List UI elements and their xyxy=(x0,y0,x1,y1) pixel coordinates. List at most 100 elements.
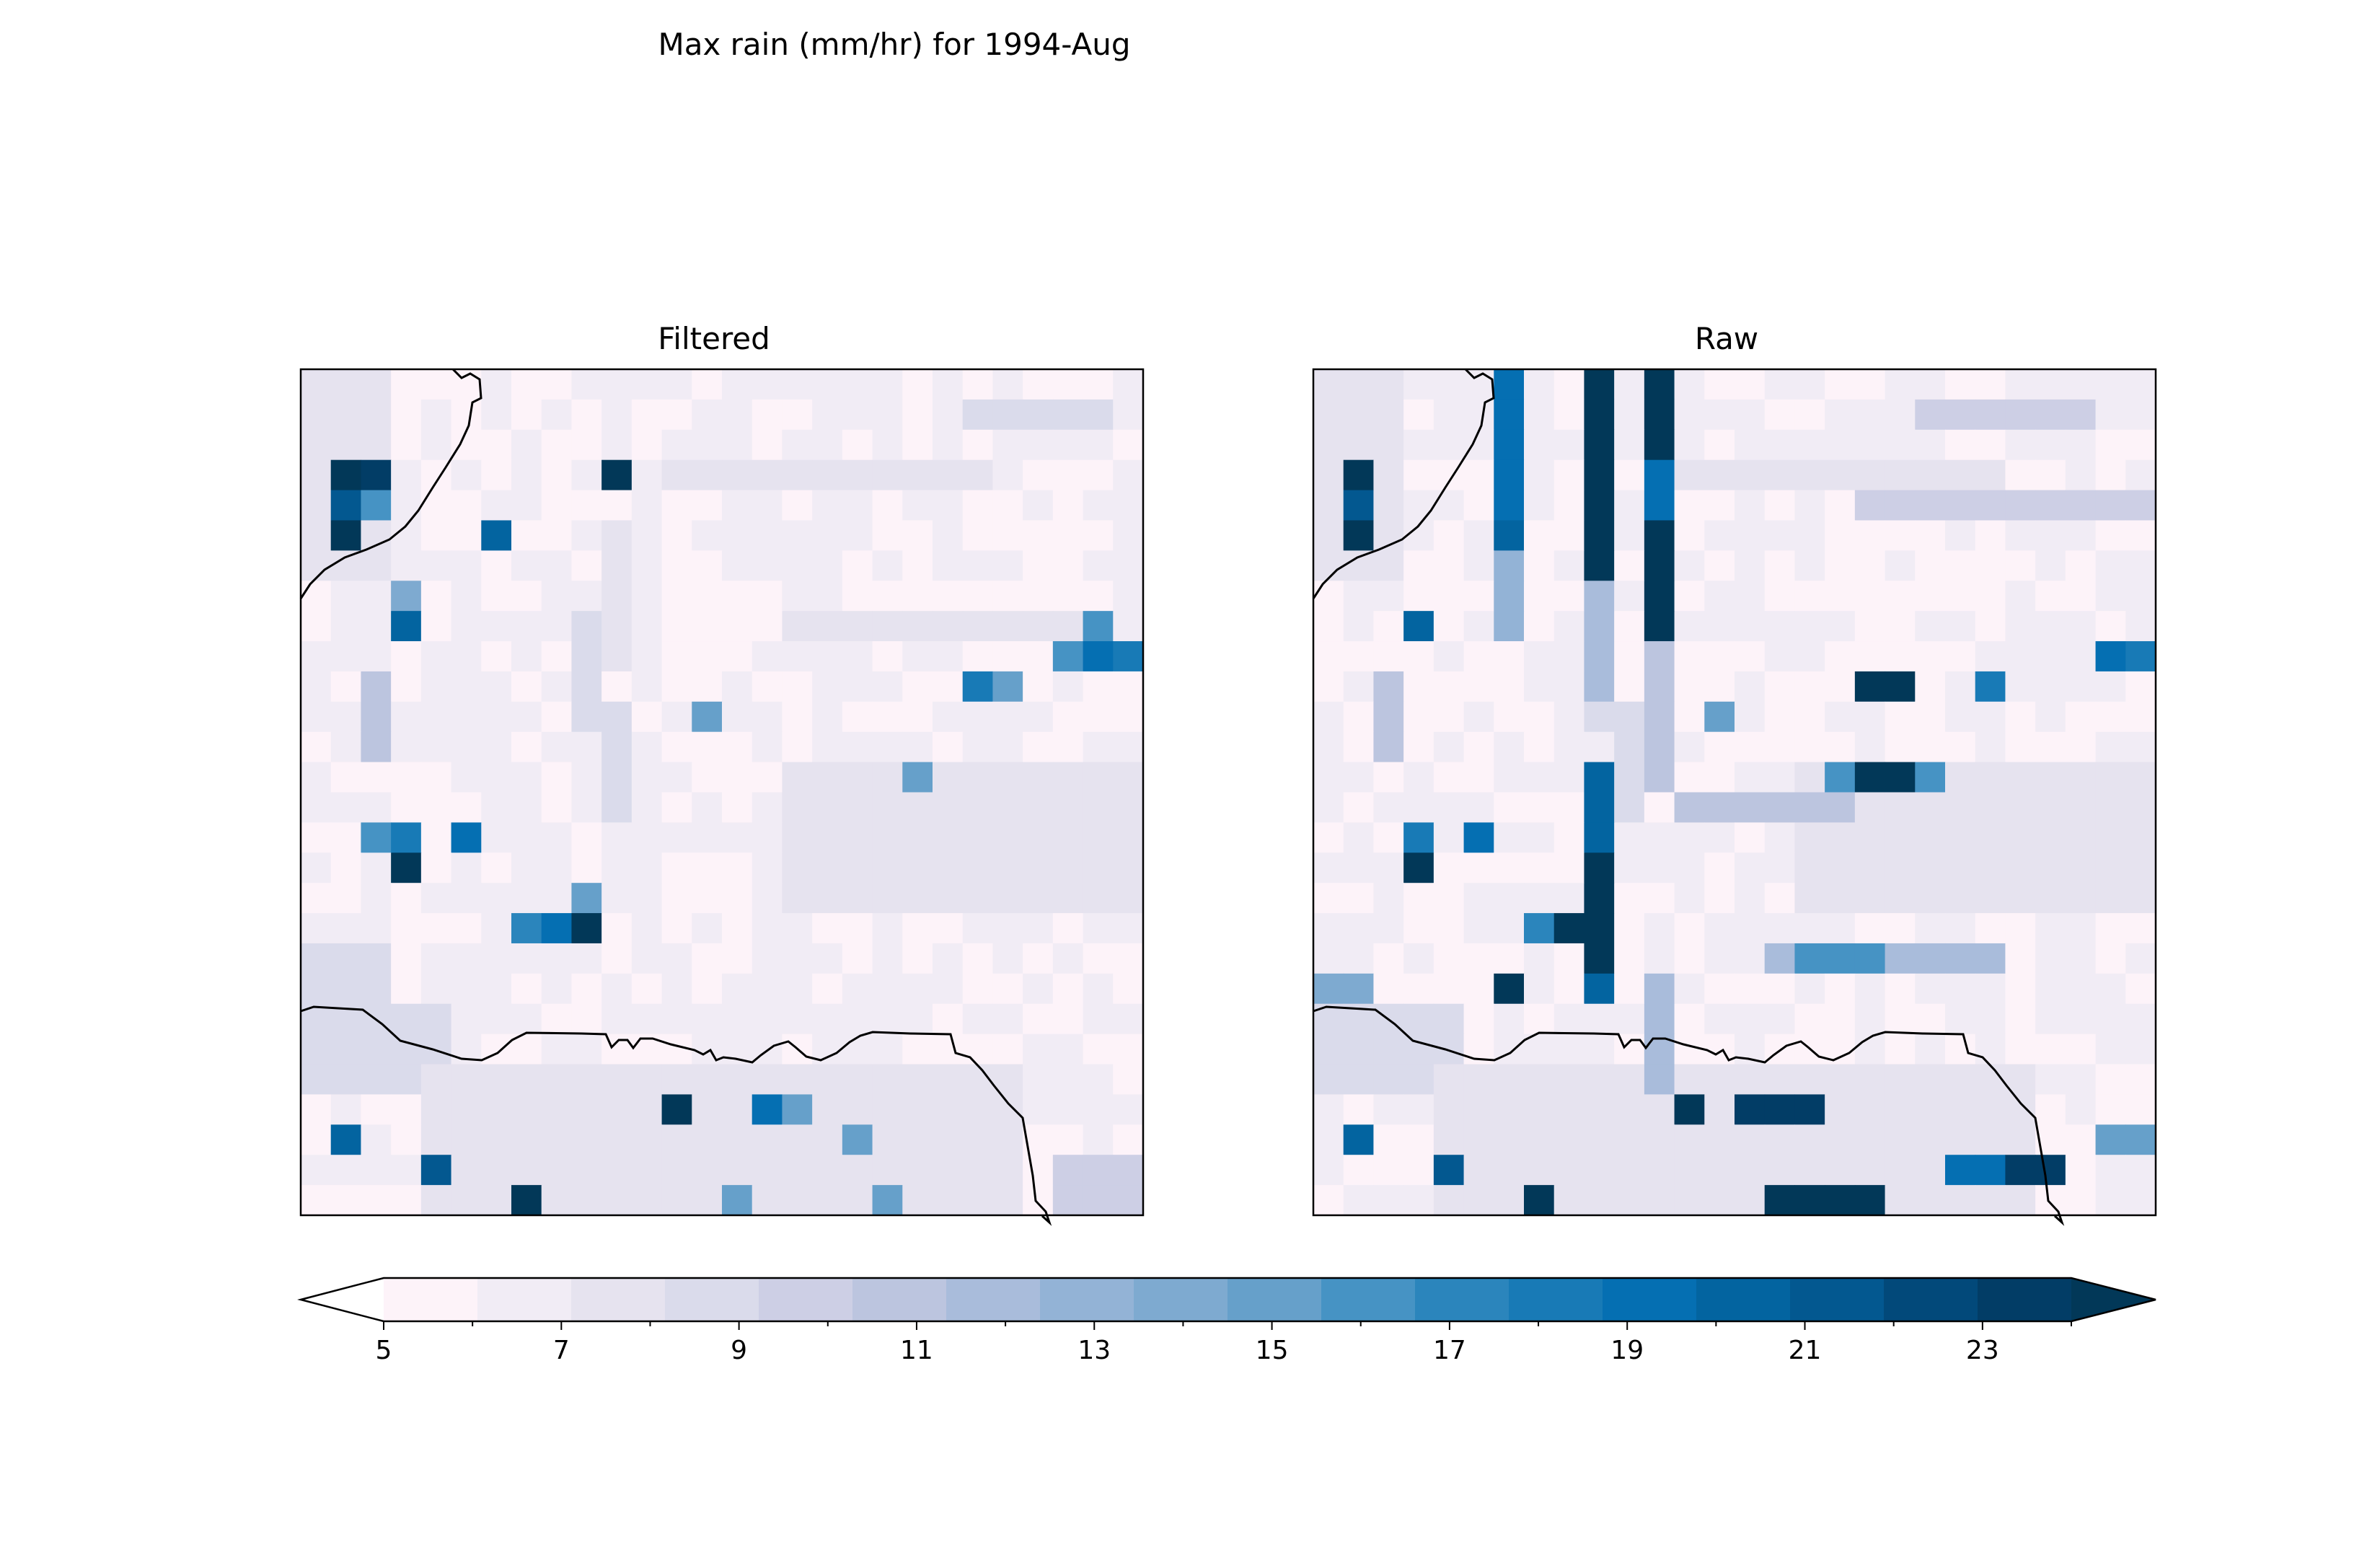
heatmap-cell xyxy=(872,883,903,914)
heatmap-cell xyxy=(330,701,362,733)
heatmap-cell xyxy=(661,701,692,733)
heatmap-cell xyxy=(330,1124,362,1155)
heatmap-cell xyxy=(301,429,332,461)
heatmap-cell xyxy=(631,1003,663,1035)
heatmap-cell xyxy=(1614,1155,1645,1186)
heatmap-cell xyxy=(1825,550,1856,581)
heatmap-cell xyxy=(1975,822,2006,853)
heatmap-cell xyxy=(330,1094,362,1125)
heatmap-cell xyxy=(1854,1094,1886,1125)
heatmap-cell xyxy=(722,581,753,612)
heatmap-cell xyxy=(1584,520,1615,551)
heatmap-cell xyxy=(631,883,663,914)
heatmap-cell xyxy=(2125,913,2156,944)
heatmap-cell xyxy=(1023,520,1054,551)
heatmap-cell xyxy=(481,490,512,521)
heatmap-cell xyxy=(752,611,783,642)
heatmap-cell xyxy=(1764,1003,1796,1035)
heatmap-cell xyxy=(1553,852,1585,883)
heatmap-cell xyxy=(752,1155,783,1186)
heatmap-cell xyxy=(1704,731,1735,763)
heatmap-cell xyxy=(1854,520,1886,551)
heatmap-cell xyxy=(1463,701,1494,733)
heatmap-cell xyxy=(842,1185,873,1216)
heatmap-cell xyxy=(1885,792,1916,823)
heatmap-cell xyxy=(1113,943,1144,974)
heatmap-cell xyxy=(1614,429,1645,461)
heatmap-cell xyxy=(330,399,362,431)
heatmap-cell xyxy=(1735,792,1766,823)
heatmap-cell xyxy=(2035,701,2066,733)
heatmap-cell xyxy=(812,1094,843,1125)
heatmap-cell xyxy=(1433,1155,1465,1186)
heatmap-cell xyxy=(722,1124,753,1155)
heatmap-cell xyxy=(962,581,994,612)
heatmap-cell xyxy=(1975,943,2006,974)
heatmap-cell xyxy=(842,369,873,400)
heatmap-cell xyxy=(1854,731,1886,763)
heatmap-cell xyxy=(812,852,843,883)
heatmap-cell xyxy=(1313,550,1344,581)
heatmap-cell xyxy=(631,399,663,431)
heatmap-cell xyxy=(1915,701,1946,733)
heatmap-cell xyxy=(2035,913,2066,944)
heatmap-cell xyxy=(1553,1155,1585,1186)
heatmap-cell xyxy=(722,611,753,642)
heatmap-cell xyxy=(1524,1034,1555,1065)
heatmap-cell xyxy=(631,581,663,612)
heatmap-cell xyxy=(361,731,392,763)
heatmap-cell xyxy=(631,731,663,763)
heatmap-cell xyxy=(902,1003,933,1035)
heatmap-cell xyxy=(301,1185,332,1216)
heatmap-cell xyxy=(541,1034,573,1065)
heatmap-cell xyxy=(933,973,964,1005)
heatmap-cell xyxy=(391,671,422,702)
heatmap-cell xyxy=(1373,459,1404,491)
heatmap-cell xyxy=(571,520,602,551)
heatmap-cell xyxy=(1494,550,1525,581)
heatmap-cell xyxy=(1052,1124,1084,1155)
heatmap-cell xyxy=(1313,459,1344,491)
heatmap-cell xyxy=(1373,550,1404,581)
heatmap-cell xyxy=(1553,369,1585,400)
heatmap-cell xyxy=(1343,459,1375,491)
heatmap-cell xyxy=(2065,459,2097,491)
heatmap-cell xyxy=(1735,1155,1766,1186)
heatmap-cell xyxy=(1463,611,1494,642)
heatmap-cell xyxy=(2005,641,2036,672)
heatmap-cell xyxy=(1524,762,1555,793)
heatmap-cell xyxy=(933,459,964,491)
heatmap-cell xyxy=(872,581,903,612)
heatmap-cell xyxy=(1854,1155,1886,1186)
heatmap-cell xyxy=(1433,973,1465,1005)
heatmap-cell xyxy=(752,399,783,431)
heatmap-cell xyxy=(361,1185,392,1216)
heatmap-cell xyxy=(571,792,602,823)
heatmap-cell xyxy=(661,369,692,400)
heatmap-cell xyxy=(2005,822,2036,853)
heatmap-cell xyxy=(1735,671,1766,702)
heatmap-cell xyxy=(1945,943,1976,974)
heatmap-cell xyxy=(1373,429,1404,461)
heatmap-cell xyxy=(1524,943,1555,974)
heatmap-cell xyxy=(1584,1094,1615,1125)
heatmap-cell xyxy=(752,1064,783,1096)
heatmap-cell xyxy=(571,973,602,1005)
heatmap-cell xyxy=(571,1003,602,1035)
heatmap-cell xyxy=(872,1034,903,1065)
colorbar-tick-label: 21 xyxy=(1789,1336,1822,1365)
heatmap-cell xyxy=(420,943,452,974)
heatmap-cell xyxy=(330,671,362,702)
heatmap-cell xyxy=(391,459,422,491)
heatmap-cell xyxy=(420,913,452,944)
heatmap-cell xyxy=(812,913,843,944)
heatmap-cell xyxy=(1373,1155,1404,1186)
heatmap-cell xyxy=(330,581,362,612)
heatmap-cell xyxy=(1083,581,1114,612)
heatmap-cell xyxy=(1373,701,1404,733)
colorbar-tick-label: 15 xyxy=(1256,1336,1289,1365)
heatmap-cell xyxy=(1674,581,1705,612)
heatmap-cell xyxy=(1584,1155,1615,1186)
heatmap-cell xyxy=(1313,1094,1344,1125)
heatmap-cell xyxy=(992,822,1023,853)
